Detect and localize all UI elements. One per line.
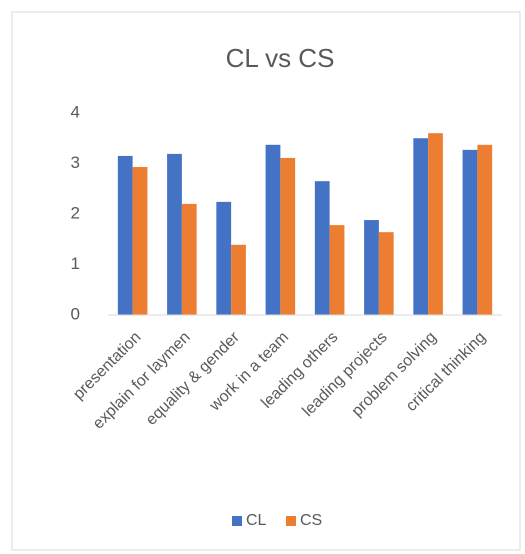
legend-swatch [232, 516, 242, 526]
bar [329, 225, 345, 315]
bar [265, 144, 281, 315]
bar [280, 157, 296, 315]
y-tick-label: 3 [71, 153, 80, 172]
bar [117, 155, 133, 315]
legend-label: CS [300, 512, 322, 529]
bar [314, 181, 330, 315]
bar [167, 153, 182, 315]
bar [378, 232, 394, 315]
y-tick-label: 0 [71, 304, 80, 323]
bar [413, 138, 429, 315]
legend-label: CL [246, 512, 267, 529]
legend-swatch [286, 516, 296, 526]
bar [231, 244, 246, 315]
bar [477, 144, 493, 315]
y-tick-label: 1 [71, 254, 80, 273]
bar [364, 220, 379, 315]
chart-title: CL vs CS [226, 43, 335, 73]
bar [132, 167, 148, 315]
bar [181, 203, 197, 315]
y-tick-label: 4 [71, 102, 80, 121]
bar [462, 149, 478, 315]
bar [216, 201, 232, 315]
y-tick-label: 2 [71, 203, 80, 222]
bar [428, 133, 443, 315]
